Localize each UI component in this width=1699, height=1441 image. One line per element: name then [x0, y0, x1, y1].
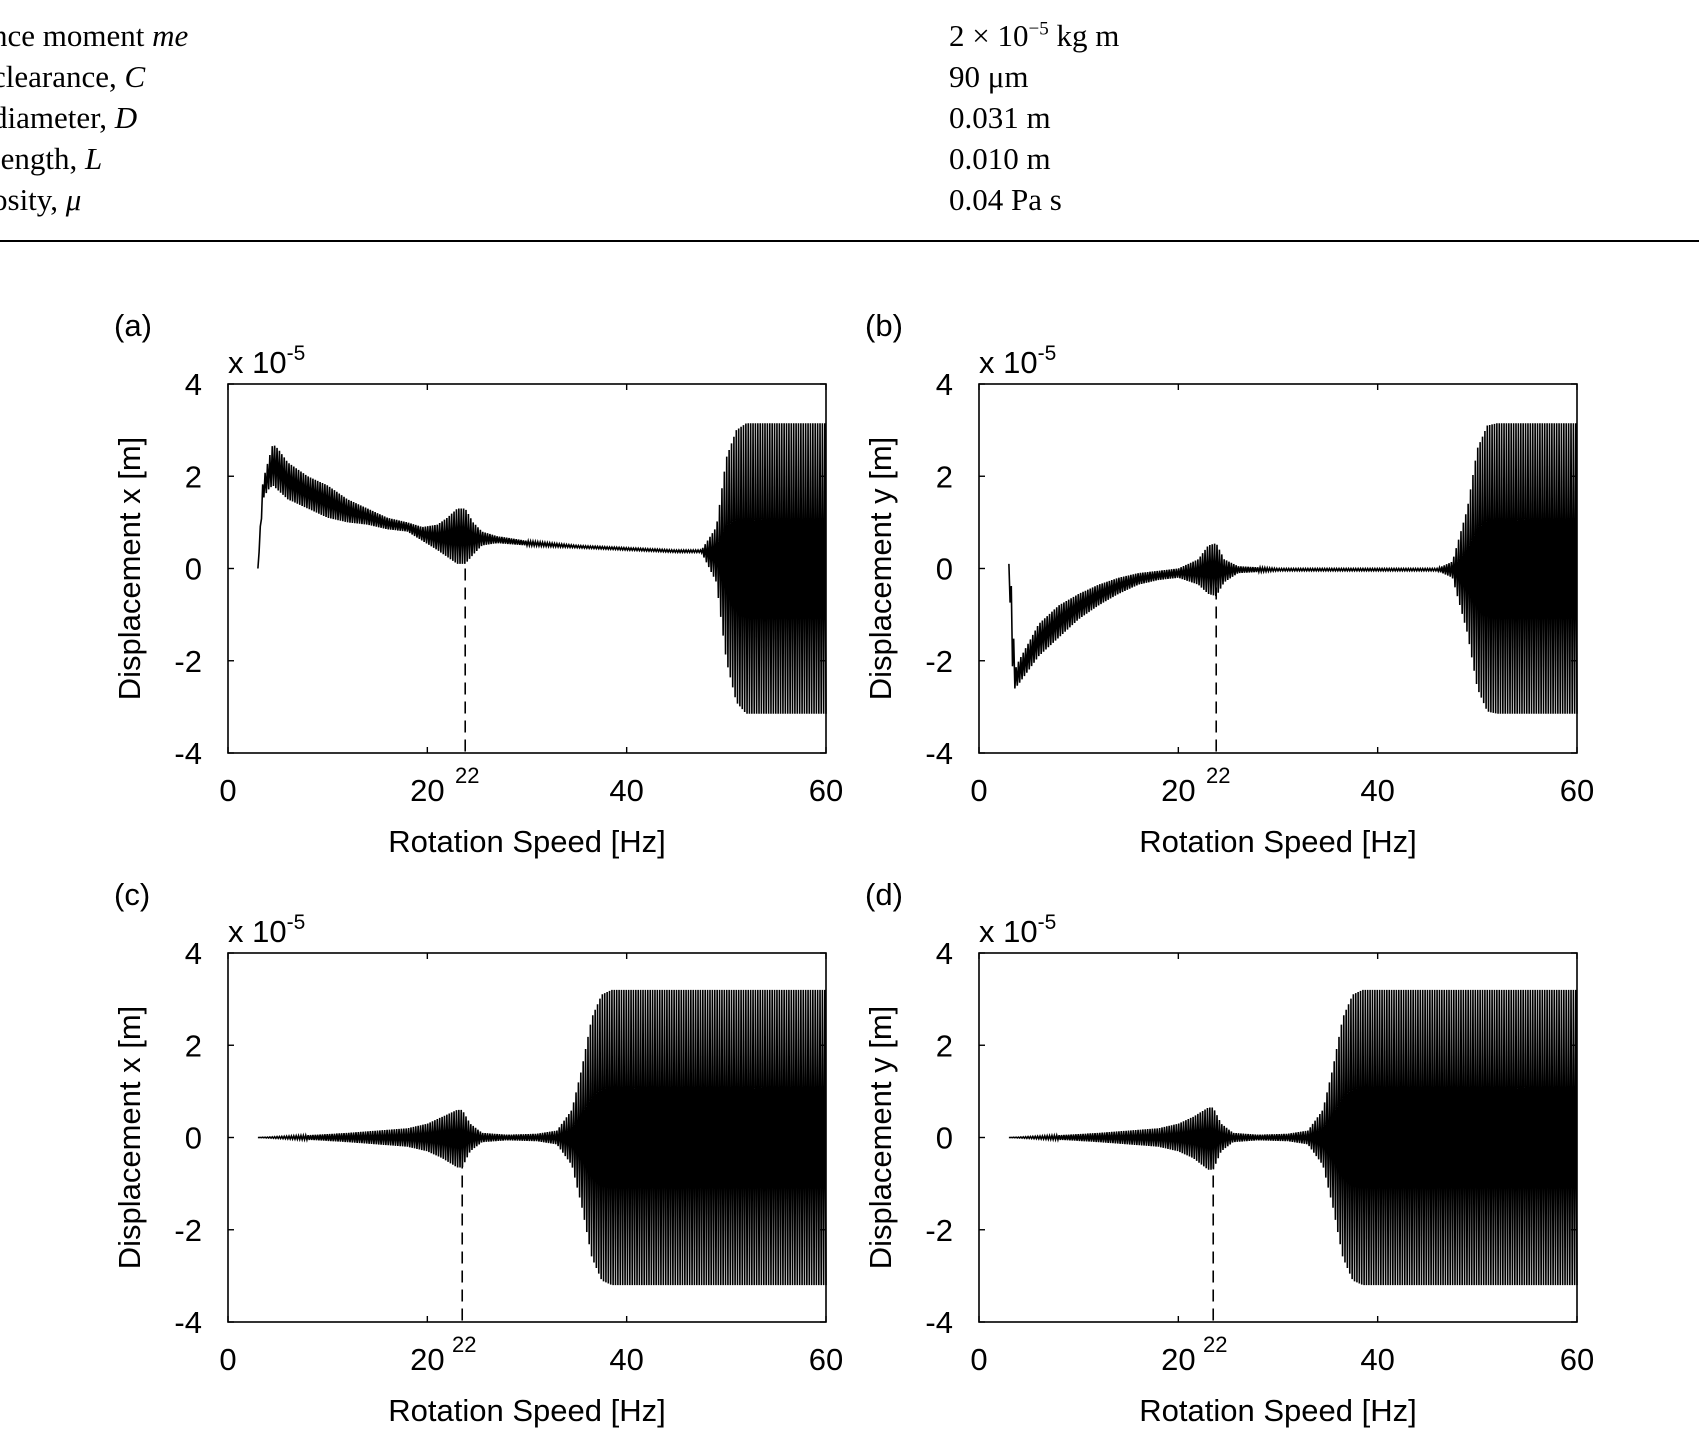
x-tick-label: 20 — [410, 1342, 444, 1377]
y-tick-label: 2 — [185, 459, 202, 494]
y-axis-label: Displacement x [m] — [112, 1006, 147, 1270]
x-tick-label: 20 — [1161, 1342, 1195, 1377]
scale-exponent: -5 — [1038, 911, 1057, 934]
x-axis-label: Rotation Speed [Hz] — [388, 824, 665, 859]
x-tick-label: 60 — [1560, 773, 1594, 808]
param-name: diameter, D — [0, 100, 138, 135]
y-tick-label: 4 — [185, 936, 202, 971]
scale-exponent: -5 — [1038, 342, 1057, 365]
y-tick-label: 2 — [936, 459, 953, 494]
y-axis-label: Displacement y [m] — [863, 1006, 898, 1270]
x-tick-label: 20 — [410, 773, 444, 808]
parameter-table: nce moment me 2 × 10−5 kg m clearance, C… — [0, 0, 1699, 245]
y-tick-label: 4 — [185, 367, 202, 402]
y-axis-label: Displacement y [m] — [863, 437, 898, 701]
x-axis-label: Rotation Speed [Hz] — [1139, 824, 1416, 859]
panel-label: (a) — [114, 308, 152, 343]
x-tick-label: 0 — [970, 1342, 987, 1377]
param-value: 90 μm — [949, 59, 1029, 94]
marker-label: 22 — [452, 1332, 476, 1357]
scale-exponent: -5 — [287, 911, 306, 934]
y-tick-label: -4 — [925, 1305, 953, 1340]
chart-panel: 0 20 40 60 -4 -2 0 2 4 22 Rotation Speed [Hz] Displ… — [112, 308, 843, 859]
signal-line — [1008, 423, 1578, 714]
y-axis-label: Displacement x [m] — [112, 437, 147, 701]
table-row: osity, μ 0.04 Pa s — [0, 182, 1699, 222]
y-tick-label: -2 — [174, 1213, 202, 1248]
marker-label: 22 — [1206, 763, 1230, 788]
y-tick-label: 4 — [936, 367, 953, 402]
scale-factor: x 10-5 — [979, 911, 1056, 949]
x-tick-label: 60 — [809, 773, 843, 808]
signal-line — [1008, 989, 1578, 1286]
y-tick-label: -2 — [174, 644, 202, 679]
x-tick-label: 0 — [970, 773, 987, 808]
scale-factor: x 10-5 — [228, 911, 305, 949]
y-tick-label: -4 — [174, 736, 202, 771]
y-tick-label: 2 — [936, 1028, 953, 1063]
y-tick-label: 0 — [936, 1121, 953, 1156]
y-tick-label: -2 — [925, 644, 953, 679]
y-tick-label: 0 — [185, 1121, 202, 1156]
x-tick-label: 40 — [609, 1342, 643, 1377]
signal-line — [257, 423, 827, 714]
x-tick-label: 60 — [809, 1342, 843, 1377]
table-bottom-rule — [0, 240, 1699, 242]
panel-label: (d) — [865, 877, 903, 912]
chart-panel: 0 20 40 60 -4 -2 0 2 4 22 Rotation Speed [Hz] Displ… — [863, 308, 1594, 859]
table-row: length, L 0.010 m — [0, 141, 1699, 181]
x-tick-label: 40 — [1360, 773, 1394, 808]
y-tick-label: -2 — [925, 1213, 953, 1248]
x-tick-label: 0 — [219, 1342, 236, 1377]
param-value: 0.031 m — [949, 100, 1051, 135]
marker-label: 22 — [1203, 1332, 1227, 1357]
x-tick-label: 40 — [1360, 1342, 1394, 1377]
x-axis-label: Rotation Speed [Hz] — [1139, 1393, 1416, 1428]
param-value: 2 × 10−5 kg m — [949, 18, 1120, 53]
scale-factor: x 10-5 — [979, 342, 1056, 380]
param-value: 0.010 m — [949, 141, 1051, 176]
y-tick-label: 0 — [936, 552, 953, 587]
x-tick-label: 20 — [1161, 773, 1195, 808]
x-tick-label: 0 — [219, 773, 236, 808]
marker-label: 22 — [455, 763, 479, 788]
table-row: diameter, D 0.031 m — [0, 100, 1699, 140]
scale-exponent: -5 — [287, 342, 306, 365]
param-name: clearance, C — [0, 59, 146, 94]
panel-label: (c) — [114, 877, 150, 912]
scale-factor: x 10-5 — [228, 342, 305, 380]
y-tick-label: -4 — [925, 736, 953, 771]
x-tick-label: 60 — [1560, 1342, 1594, 1377]
signal-line — [257, 989, 827, 1286]
x-tick-label: 40 — [609, 773, 643, 808]
y-tick-label: 4 — [936, 936, 953, 971]
chart-panel: 0 20 40 60 -4 -2 0 2 4 22 Rotation Speed [Hz] Displ… — [112, 877, 843, 1428]
panel-label: (b) — [865, 308, 903, 343]
y-tick-label: -4 — [174, 1305, 202, 1340]
param-name: length, L — [0, 141, 103, 176]
param-name: nce moment me — [0, 18, 189, 53]
x-axis-label: Rotation Speed [Hz] — [388, 1393, 665, 1428]
y-tick-label: 2 — [185, 1028, 202, 1063]
table-row: clearance, C 90 μm — [0, 59, 1699, 99]
table-row: nce moment me 2 × 10−5 kg m — [0, 18, 1699, 58]
y-tick-label: 0 — [185, 552, 202, 587]
param-name: osity, μ — [0, 182, 82, 217]
param-value: 0.04 Pa s — [949, 182, 1062, 217]
chart-panel: 0 20 40 60 -4 -2 0 2 4 22 Rotation Speed [Hz] Displ… — [863, 877, 1594, 1428]
